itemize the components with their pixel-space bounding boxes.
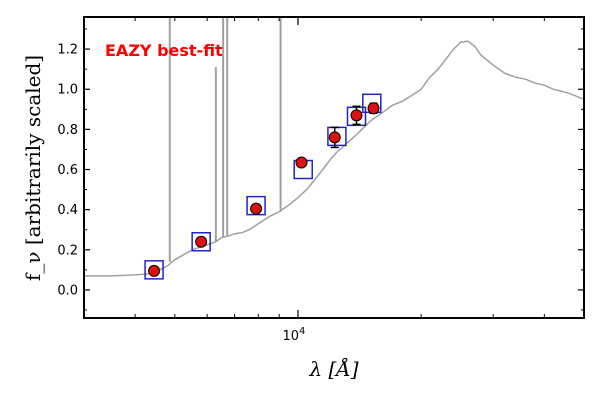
y-tick-label: 0.4 (57, 203, 78, 218)
chart-annotation: EAZY best-fit (105, 41, 223, 60)
y-tick-label: 0.6 (57, 163, 78, 178)
observed-data-point (250, 202, 263, 215)
y-axis-label: f_ν [arbitrarily scaled] (21, 55, 45, 281)
plot-area (84, 17, 584, 280)
y-tick-label: 0.0 (57, 283, 78, 298)
axes: 0.0 0.2 0.4 0.6 0.8 1.0 1.2 104 (57, 16, 585, 344)
x-axis-label: λ [Å] (308, 356, 358, 381)
model-box-marker (191, 231, 211, 252)
observed-data-point (367, 102, 380, 115)
observed-data-point (295, 156, 308, 169)
y-tick-label: 1.2 (57, 43, 78, 58)
template-spectrum-line (84, 40, 584, 277)
plot-frame (83, 16, 585, 319)
model-box-marker (144, 260, 164, 280)
observed-data-point (195, 235, 208, 248)
observed-data-point (328, 131, 341, 144)
observed-data-point (350, 109, 363, 122)
y-tick-label: 0.8 (57, 123, 78, 138)
x-tick-label: 104 (283, 326, 306, 344)
y-tick-label: 0.2 (57, 243, 78, 258)
y-tick-label: 1.0 (57, 83, 78, 98)
observed-data-point (148, 264, 161, 277)
